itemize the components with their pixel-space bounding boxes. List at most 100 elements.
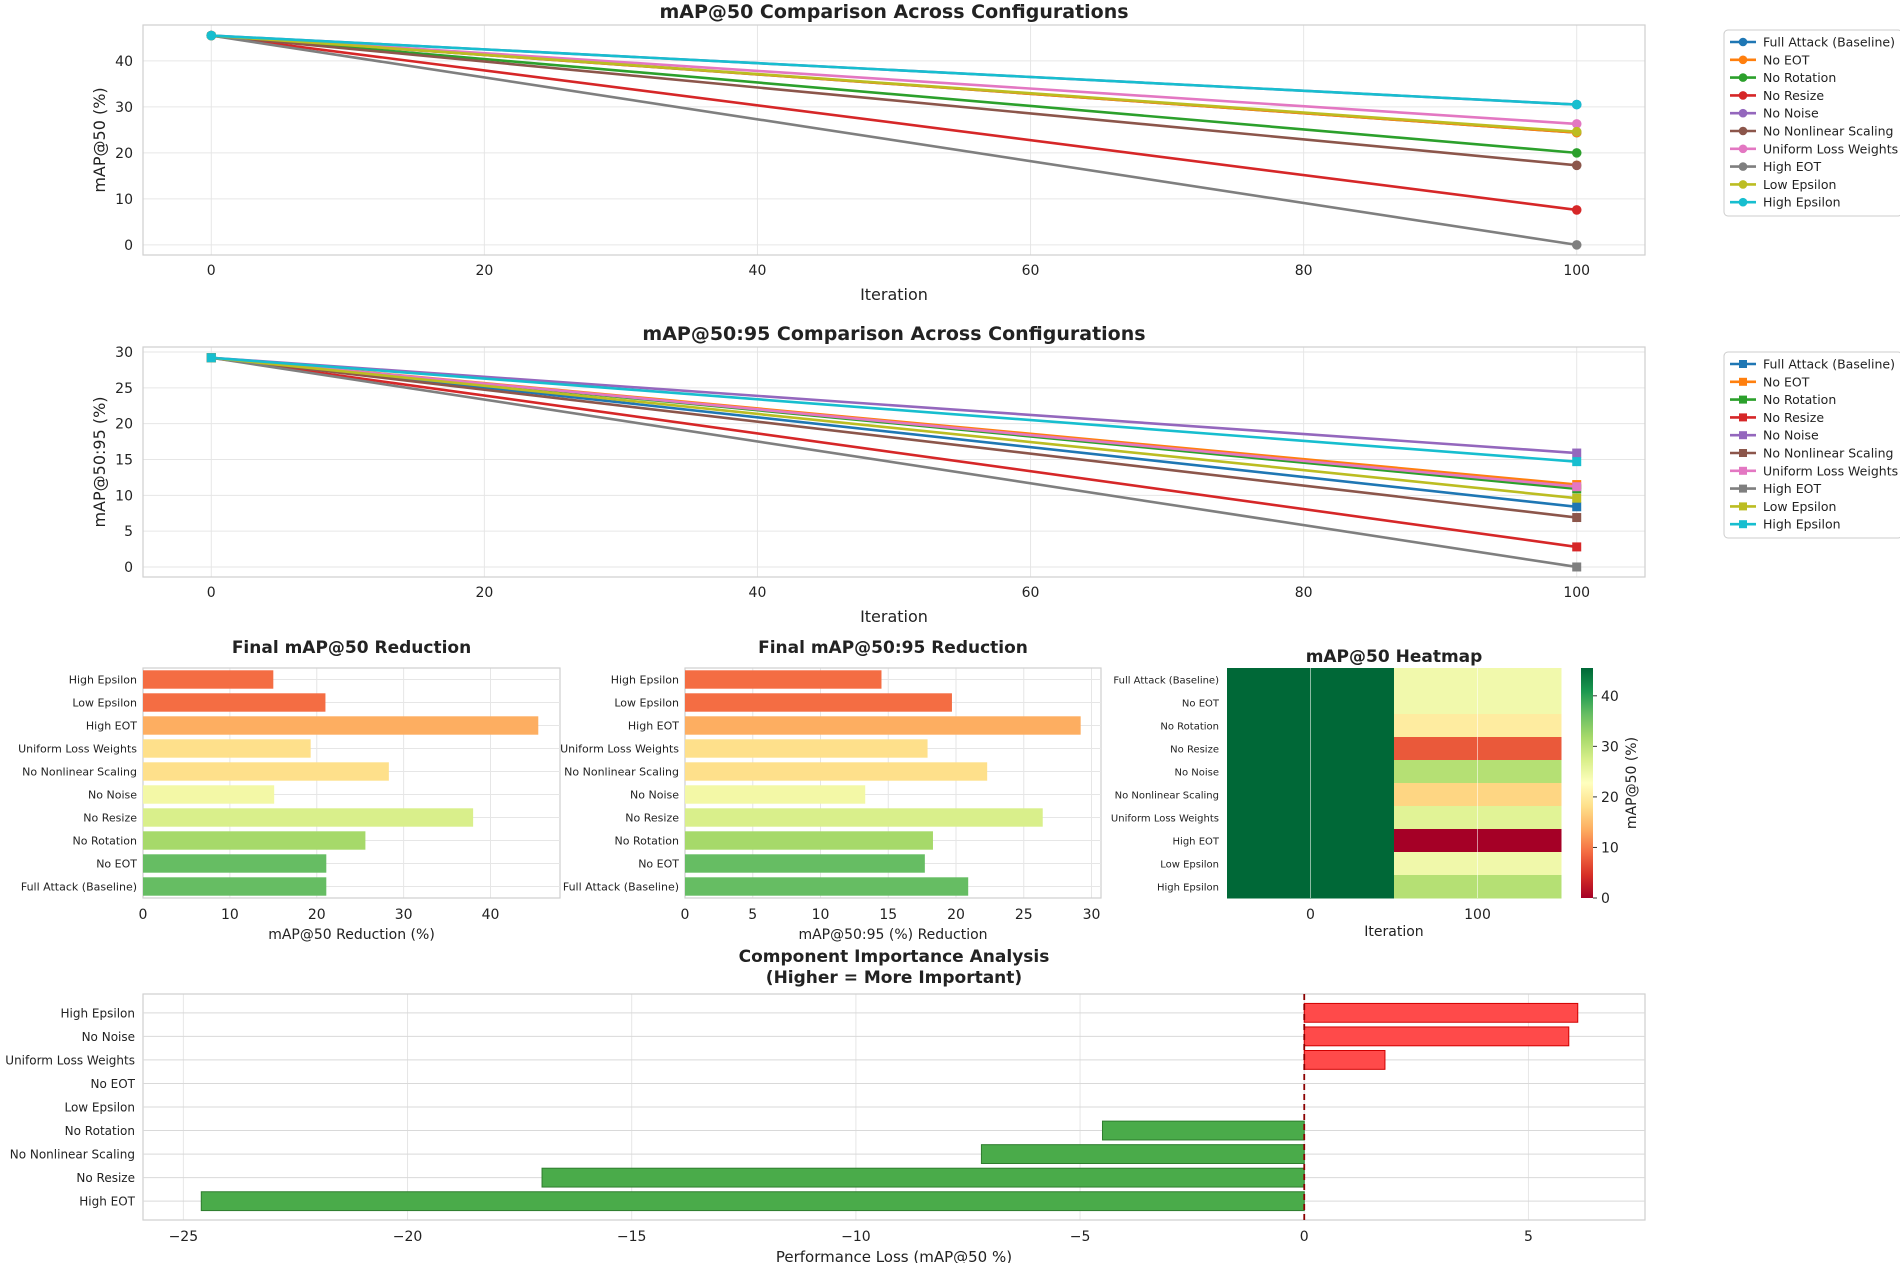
legend-label: No Rotation — [1763, 392, 1836, 407]
bar — [1303, 1002, 1579, 1023]
x-axis-label: Iteration — [860, 285, 928, 304]
legend-marker — [1739, 484, 1747, 493]
y-tick-label: Uniform Loss Weights — [1111, 814, 1219, 825]
legend-label: High Epsilon — [1763, 195, 1841, 210]
x-axis-label: mAP@50 Reduction (%) — [268, 927, 435, 943]
chart-title: mAP@50 Comparison Across Configurations — [659, 1, 1128, 23]
colorbar-tick-label: 0 — [1601, 891, 1610, 907]
data-point — [1572, 562, 1582, 572]
bar — [980, 1144, 1305, 1164]
plot-frame — [684, 667, 1102, 899]
y-tick-label: Full Attack (Baseline) — [21, 881, 137, 894]
bar — [685, 739, 928, 758]
data-point — [1571, 119, 1582, 129]
y-tick-label: No Rotation — [615, 835, 679, 848]
y-tick-label: Low Epsilon — [614, 697, 679, 710]
x-tick-label: 0 — [207, 263, 216, 279]
y-tick-label: No Noise — [630, 789, 679, 802]
y-tick-label: High EOT — [628, 720, 679, 733]
x-tick-label: 25 — [1015, 907, 1033, 923]
bar — [143, 670, 274, 689]
series-line — [211, 34, 1577, 106]
x-axis-label: Iteration — [860, 607, 928, 626]
legend-marker — [1739, 502, 1747, 511]
legend-box — [1723, 351, 1900, 539]
legend-marker — [1739, 395, 1747, 404]
legend-marker — [1739, 431, 1747, 440]
y-tick-label: 5 — [124, 524, 133, 540]
chart-title: mAP@50 Heatmap — [1306, 647, 1483, 667]
legend-marker — [1739, 466, 1747, 475]
data-point — [1571, 240, 1582, 250]
bar — [685, 877, 969, 896]
y-tick-label: No Resize — [625, 812, 679, 825]
x-tick-label: 80 — [1295, 263, 1313, 279]
legend-marker — [1739, 449, 1747, 457]
y-tick-label: No EOT — [96, 858, 137, 871]
legend-label: Uniform Loss Weights — [1763, 141, 1898, 156]
bar — [685, 831, 933, 850]
y-tick-label: No Rotation — [65, 1124, 135, 1138]
bar — [143, 716, 539, 735]
legend-marker — [1738, 37, 1748, 47]
x-tick-label: 60 — [1022, 263, 1040, 279]
x-tick-label: 40 — [749, 585, 767, 601]
x-tick-label: 20 — [475, 263, 493, 279]
legend-marker — [1738, 180, 1748, 189]
y-tick-label: High EOT — [86, 720, 137, 733]
y-axis-label: mAP@50:95 (%) — [90, 396, 109, 527]
x-tick-label: 5 — [748, 907, 757, 923]
legend-label: Full Attack (Baseline) — [1763, 357, 1895, 372]
x-tick-label: 30 — [395, 907, 413, 923]
chart-subtitle: (Higher = More Important) — [766, 968, 1022, 988]
x-tick-label: 100 — [1464, 907, 1491, 923]
y-tick-label: No Resize — [1170, 745, 1219, 756]
x-tick-label: 0 — [139, 907, 148, 923]
data-point — [1572, 493, 1582, 503]
y-tick-label: Full Attack (Baseline) — [563, 881, 679, 894]
y-tick-label: Uniform Loss Weights — [18, 743, 137, 756]
colorbar-tick-label: 30 — [1601, 739, 1619, 755]
y-tick-label: No Rotation — [73, 835, 137, 848]
data-point — [1572, 448, 1582, 458]
bar — [1303, 1026, 1570, 1047]
data-point — [1572, 542, 1582, 552]
chart-title: Final mAP@50 Reduction — [232, 638, 471, 658]
legend-label: High EOT — [1763, 481, 1821, 496]
y-tick-label: 10 — [115, 488, 133, 504]
legend-marker — [1738, 126, 1748, 136]
legend-label: High Epsilon — [1763, 517, 1841, 532]
chart-title: mAP@50:95 Comparison Across Configuratio… — [642, 323, 1145, 345]
plot-frame — [142, 24, 1646, 256]
y-tick-label: No Nonlinear Scaling — [564, 766, 679, 779]
x-tick-label: 10 — [812, 907, 830, 923]
bar — [685, 670, 882, 689]
legend-marker — [1738, 144, 1748, 154]
y-tick-label: High Epsilon — [611, 674, 679, 687]
data-point — [1572, 513, 1582, 523]
chart-title: Final mAP@50:95 Reduction — [758, 638, 1028, 658]
y-tick-label: No Noise — [1174, 768, 1219, 779]
bar — [685, 808, 1043, 827]
data-point — [1572, 502, 1582, 512]
series-line — [211, 356, 1577, 519]
series-line — [211, 356, 1577, 500]
legend-label: No Noise — [1763, 428, 1819, 443]
x-axis-label: mAP@50:95 (%) Reduction — [798, 927, 987, 943]
y-tick-label: High Epsilon — [69, 674, 137, 687]
x-tick-label: 100 — [1563, 263, 1590, 279]
y-tick-label: No Resize — [76, 1171, 135, 1185]
legend-box — [1723, 29, 1900, 217]
x-axis-label: Iteration — [1364, 924, 1423, 940]
y-tick-label: No Nonlinear Scaling — [10, 1148, 135, 1162]
x-tick-label: 20 — [947, 907, 965, 923]
x-tick-label: 80 — [1295, 585, 1313, 601]
legend-label: Uniform Loss Weights — [1763, 463, 1898, 478]
x-tick-label: −15 — [617, 1229, 647, 1245]
y-tick-label: No Rotation — [1160, 722, 1219, 733]
series-line — [211, 356, 1577, 455]
plot-frame — [142, 667, 561, 899]
bar — [143, 739, 311, 758]
legend-label: Full Attack (Baseline) — [1763, 35, 1895, 50]
x-tick-label: 40 — [482, 907, 500, 923]
